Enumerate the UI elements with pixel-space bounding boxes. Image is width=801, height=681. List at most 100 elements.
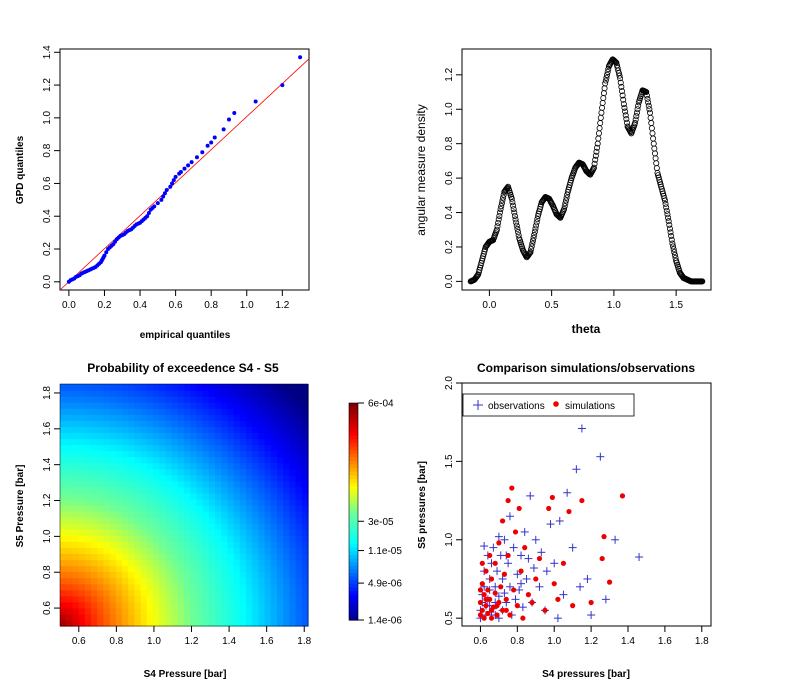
heatmap-cell xyxy=(146,408,154,415)
heatmap-cell xyxy=(122,553,129,561)
heatmap-cell xyxy=(84,432,92,440)
heatmap-cell xyxy=(165,613,173,621)
heatmap-cell xyxy=(246,384,253,391)
heatmap-cell xyxy=(140,505,148,512)
heatmap-cell xyxy=(270,474,278,482)
heatmap-cell xyxy=(171,384,179,391)
colorbar-segment xyxy=(349,435,358,440)
heatmap-cell xyxy=(146,402,154,409)
density-point xyxy=(600,95,607,102)
heatmap-cell xyxy=(233,414,241,421)
heatmap-cell xyxy=(184,390,191,397)
observation-point xyxy=(493,567,502,576)
density-point xyxy=(511,212,518,219)
heatmap-cell xyxy=(202,492,210,500)
simulation-point xyxy=(483,596,489,602)
heatmap-cell xyxy=(159,565,166,573)
heatmap-cell xyxy=(115,595,123,603)
heatmap-cell xyxy=(283,462,290,470)
heatmap-cell xyxy=(97,456,104,464)
heatmap-cell xyxy=(122,613,129,621)
heatmap-cell xyxy=(239,480,247,488)
heatmap-cell xyxy=(91,505,98,512)
heatmap-cell xyxy=(140,468,148,476)
density-point xyxy=(495,219,502,226)
heatmap-cell xyxy=(289,583,297,591)
heatmap-cell xyxy=(140,607,148,615)
heatmap-cell xyxy=(140,613,148,621)
heatmap-cell xyxy=(196,486,204,494)
heatmap-cell xyxy=(289,505,297,512)
density-point xyxy=(602,80,609,87)
heatmap-cell xyxy=(128,474,135,482)
qq-point xyxy=(171,178,176,183)
heatmap-cell xyxy=(72,456,80,464)
heatmap-cell xyxy=(227,498,235,506)
heatmap-cell xyxy=(159,420,166,427)
comparison-x-tick-label: 1.2 xyxy=(584,636,598,647)
heatmap-cell xyxy=(233,468,241,476)
heatmap-cell xyxy=(215,541,222,548)
angular-y-tick-label: 1.0 xyxy=(444,102,455,116)
heatmap-cell xyxy=(208,402,216,409)
heatmap-cell xyxy=(190,613,197,621)
density-point xyxy=(527,249,534,256)
heatmap-cell xyxy=(153,432,160,440)
heatmap-cell xyxy=(190,480,197,488)
heatmap-cell xyxy=(115,492,123,500)
heatmap-cell xyxy=(140,619,148,627)
heatmap-cell xyxy=(295,456,303,464)
heatmap-cell xyxy=(283,450,290,458)
observation-point xyxy=(505,512,514,521)
heatmap-cell xyxy=(84,529,92,536)
heatmap-cell xyxy=(115,523,123,530)
heatmap-cell xyxy=(227,517,235,524)
observation-point xyxy=(494,532,503,541)
observation-point xyxy=(491,582,500,591)
heatmap-cell xyxy=(196,402,204,409)
heatmap-cell xyxy=(289,577,297,585)
heatmap-cell xyxy=(202,456,210,464)
heatmap-cell xyxy=(221,613,228,621)
heatmap-cell xyxy=(295,420,303,427)
heatmap-cell xyxy=(252,408,259,415)
qq-y-tick-label: 1.0 xyxy=(42,110,53,124)
heatmap-cell xyxy=(215,511,222,518)
heatmap-cell xyxy=(109,553,117,561)
heatmap-cell xyxy=(215,553,222,561)
heatmap-cell xyxy=(134,462,142,470)
heatmap-cell xyxy=(239,571,247,579)
heatmap-cell xyxy=(84,535,92,542)
heatmap-cell xyxy=(239,468,247,476)
heatmap-cell xyxy=(239,607,247,615)
heatmap-cell xyxy=(215,408,222,415)
density-point xyxy=(593,148,600,155)
colorbar-segment xyxy=(349,475,358,480)
heatmap-cell xyxy=(190,529,197,536)
heatmap-cell xyxy=(258,438,266,446)
colorbar-segment xyxy=(349,511,358,516)
heatmap-cell xyxy=(60,565,67,573)
heatmap-cell xyxy=(72,565,80,573)
heatmap-cell xyxy=(289,595,297,603)
heatmap-cell xyxy=(227,402,235,409)
heatmap-cell xyxy=(196,589,204,597)
heatmap-cell xyxy=(165,420,173,427)
heatmap-cell xyxy=(72,571,80,579)
heatmap-cell xyxy=(171,619,179,627)
heatmap-cell xyxy=(60,486,67,494)
heatmap-cell xyxy=(109,474,117,482)
heatmap-cell xyxy=(91,492,98,500)
observation-point xyxy=(635,553,644,562)
heatmap-cell xyxy=(153,492,160,500)
heatmap-cell xyxy=(270,408,278,415)
heatmap-cell xyxy=(246,547,253,554)
comparison-x-tick-label: 0.6 xyxy=(473,636,487,647)
heatmap-cell xyxy=(196,595,204,603)
heatmap-cell xyxy=(215,571,222,579)
heatmap-cell xyxy=(190,589,197,597)
heatmap-cell xyxy=(159,607,166,615)
density-point xyxy=(651,150,658,157)
heatmap-cell xyxy=(72,541,80,548)
heatmap-cell xyxy=(289,511,297,518)
